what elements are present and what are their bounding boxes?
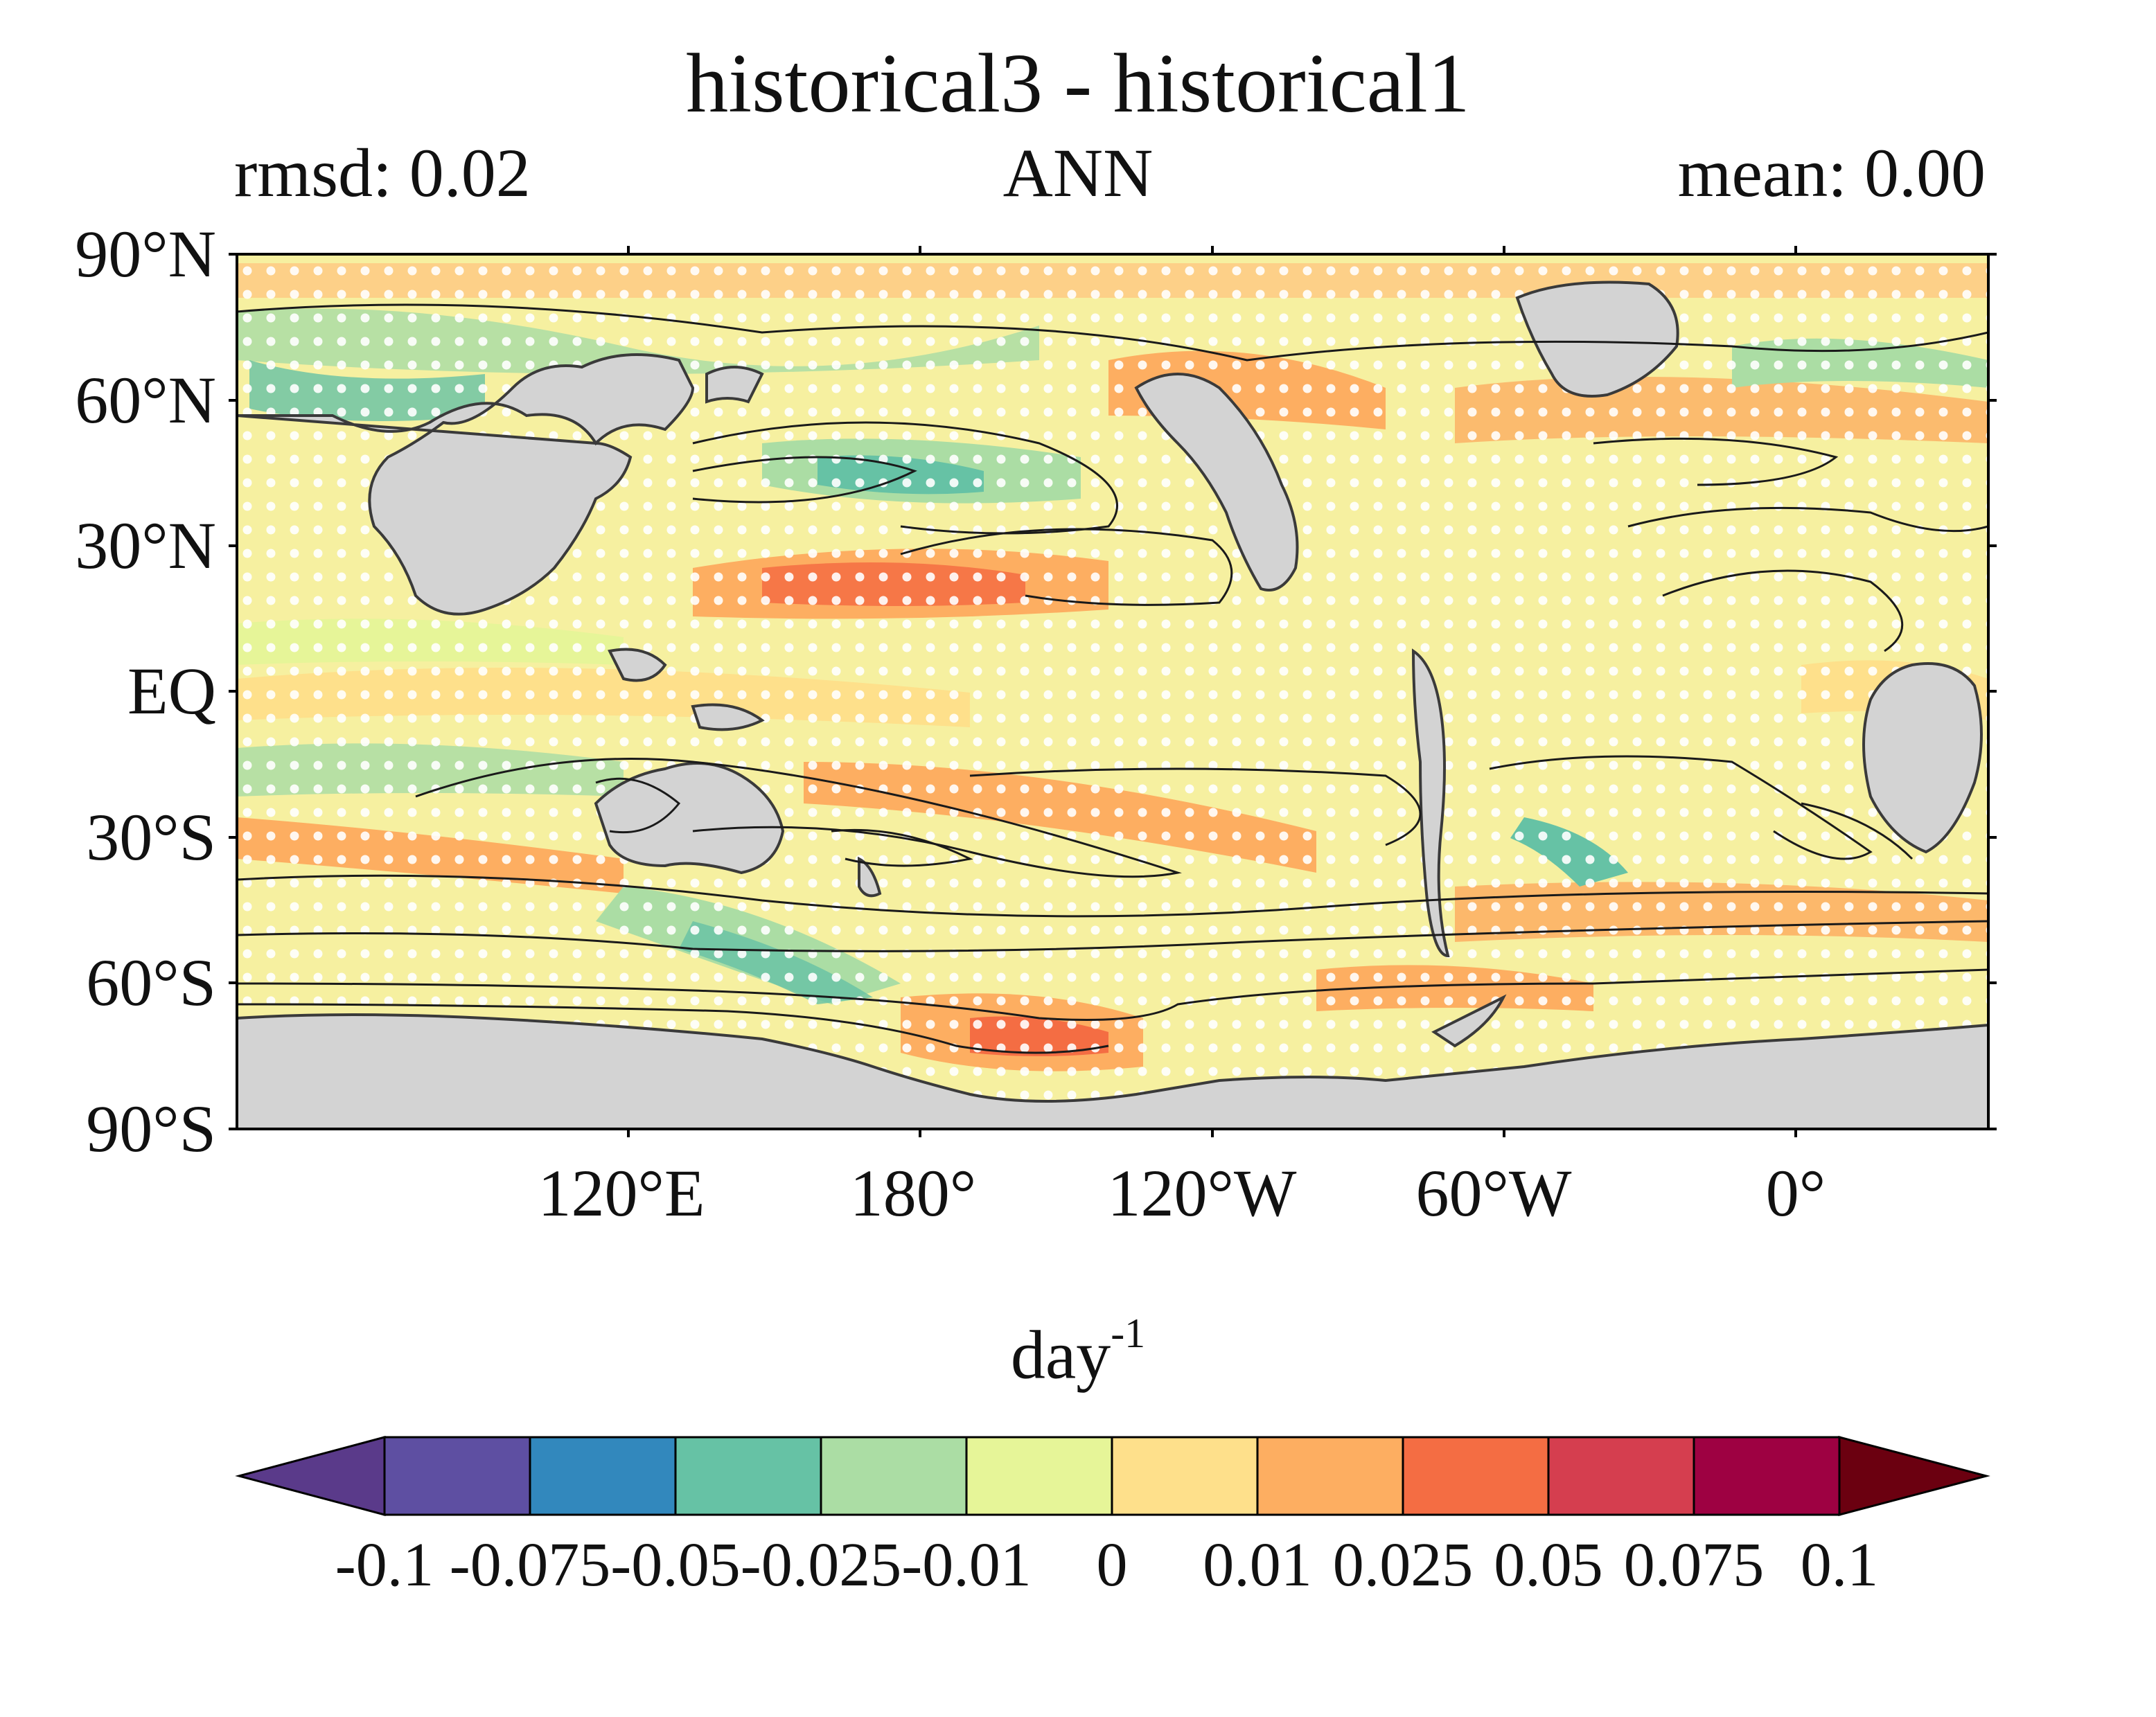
colorbar-tick: -0.05 [610,1531,741,1599]
colorbar-segment [674,1436,822,1516]
colorbar-segment [965,1436,1113,1516]
colorbar-segment [1256,1436,1404,1516]
season-label: ANN [1002,134,1154,211]
lon-label-120w: 120°W [1107,1156,1297,1230]
colorbar-tick: -0.075 [449,1531,611,1599]
mean-label: mean: 0.00 [1677,134,1986,211]
lat-label-30n: 30°N [75,508,216,582]
colorbar-segment [820,1436,968,1516]
colorbar-segment [1693,1436,1841,1516]
map-title: historical3 - historical1 [686,37,1470,130]
colorbar-tick: 0 [1096,1531,1128,1599]
significance-stipple [237,254,1988,1129]
colorbar-tick: -0.01 [901,1531,1032,1599]
lon-label-0: 0° [1765,1156,1826,1230]
colorbar-units-exponent: -1 [1111,1310,1146,1356]
colorbar-segment [1111,1436,1259,1516]
lat-label-60s: 60°S [86,945,216,1020]
lat-label-90n: 90°N [75,217,216,291]
lon-label-60w: 60°W [1415,1156,1572,1230]
colorbar-units-base: day [1010,1316,1111,1394]
lat-label-60n: 60°N [75,363,216,437]
colorbar-segment [1402,1436,1550,1516]
lat-ticks [229,253,1997,1130]
colorbar-tick: 0.05 [1494,1531,1603,1599]
land-masses [237,281,1988,1129]
map-area [237,254,1988,1129]
colorbar-tick: 0.025 [1332,1531,1474,1599]
colorbar-tick: 0.01 [1203,1531,1312,1599]
colorbar [235,1436,1990,1516]
colorbar-segment [1547,1436,1695,1516]
colorbar-under-arrow [235,1436,386,1516]
contour-lines [237,303,1988,1054]
colorbar-segment [383,1436,531,1516]
colorbar-segment [529,1436,677,1516]
colorbar-tick: 0.075 [1623,1531,1765,1599]
colorbar-tick: -0.1 [335,1531,434,1599]
colorbar-units: day-1 [0,1313,2156,1389]
colorbar-tick: -0.025 [740,1531,902,1599]
colorbar-tick: 0.1 [1800,1531,1879,1599]
lat-label-30s: 30°S [86,800,216,874]
lon-label-120e: 120°E [538,1156,705,1230]
lon-ticks [627,246,1797,1137]
lon-label-180: 180° [849,1156,977,1230]
rmsd-label: rmsd: 0.02 [234,134,531,211]
colorbar-over-arrow [1838,1436,1990,1516]
lat-label-eq: EQ [127,654,216,728]
lat-label-90s: 90°S [86,1092,216,1166]
